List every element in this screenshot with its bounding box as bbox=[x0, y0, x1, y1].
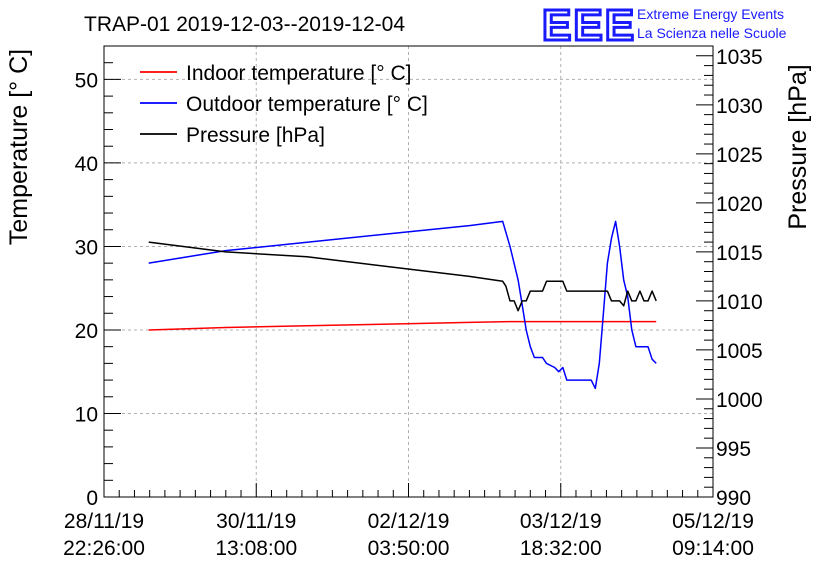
y-tick-label: 40 bbox=[75, 153, 98, 176]
y2-tick-label: 1035 bbox=[716, 46, 763, 69]
y-tick-label: 0 bbox=[86, 487, 98, 510]
y-tick-label: 10 bbox=[75, 403, 98, 426]
y2-tick-label: 990 bbox=[716, 487, 751, 510]
x-tick-time: 18:32:00 bbox=[520, 537, 602, 560]
series-line-1 bbox=[148, 220, 657, 390]
x-tick-time: 03:50:00 bbox=[368, 537, 450, 560]
y-tick-label: 20 bbox=[75, 320, 98, 343]
logo-mark: EEE bbox=[542, 1, 636, 50]
y2-tick-label: 1000 bbox=[716, 389, 763, 412]
y2-tick-label: 1020 bbox=[716, 193, 763, 216]
y2-tick-label: 995 bbox=[716, 438, 751, 461]
legend-label: Indoor temperature [° C] bbox=[186, 62, 412, 85]
chart-title: TRAP-01 2019-12-03--2019-12-04 bbox=[84, 13, 405, 36]
plot-series bbox=[148, 220, 657, 390]
legend-label: Outdoor temperature [° C] bbox=[186, 93, 428, 116]
x-tick-time: 13:08:00 bbox=[215, 537, 297, 560]
y2-tick-label: 1030 bbox=[716, 95, 763, 118]
y-tick-label: 30 bbox=[75, 236, 98, 259]
x-tick-date: 30/11/19 bbox=[216, 510, 296, 533]
y2-tick-label: 1025 bbox=[716, 144, 763, 167]
x-tick-time: 09:14:00 bbox=[672, 537, 754, 560]
series-line-2 bbox=[148, 241, 657, 312]
x-tick-date: 03/12/19 bbox=[520, 510, 602, 533]
y2-tick-label: 1005 bbox=[716, 340, 763, 363]
x-tick-date: 05/12/19 bbox=[672, 510, 754, 533]
eee-logo: EEE Extreme Energy Events La Scienza nel… bbox=[541, 0, 787, 52]
y-axis-title: Temperature [° C] bbox=[5, 49, 33, 245]
legend: Indoor temperature [° C] Outdoor temperat… bbox=[140, 62, 428, 147]
x-tick-date: 28/11/19 bbox=[64, 510, 144, 533]
logo-line-1: Extreme Energy Events bbox=[637, 6, 784, 22]
legend-label: Pressure [hPa] bbox=[186, 124, 325, 147]
y-tick-label: 50 bbox=[75, 69, 98, 92]
axes: 28/11/19 22:26:00 30/11/19 13:08:00 02/12/19… bbox=[63, 45, 763, 560]
logo-line-2: La Scienza nelle Scuole bbox=[637, 25, 787, 41]
y2-tick-label: 1015 bbox=[716, 242, 763, 265]
series-line-0 bbox=[148, 320, 657, 331]
x-tick-time: 22:26:00 bbox=[63, 537, 145, 560]
y2-axis-title: Pressure [hPa] bbox=[784, 64, 812, 229]
x-tick-date: 02/12/19 bbox=[368, 510, 450, 533]
y2-tick-label: 1010 bbox=[716, 291, 763, 314]
